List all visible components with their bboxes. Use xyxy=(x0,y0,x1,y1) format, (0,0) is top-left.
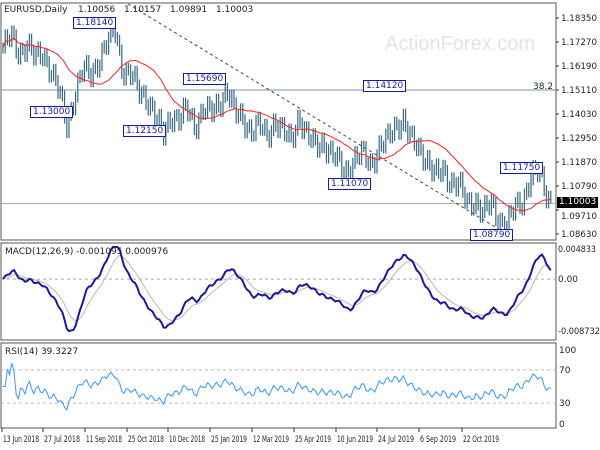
rsi-tick-label: 70 xyxy=(559,366,571,376)
rsi-title: RSI(14) 39.3227 xyxy=(5,347,78,357)
time-tick-label: 10 Dec 2018 xyxy=(169,435,205,445)
price-tick-label: 1.12950 xyxy=(561,134,597,144)
watermark: ActionForex.com xyxy=(385,33,535,55)
time-tick-label: 22 Oct 2019 xyxy=(463,435,499,445)
macd-title: MACD(12,26,9) -0.001095 0.000976 xyxy=(5,247,168,257)
price-tick-label: 1.14030 xyxy=(561,110,597,120)
annotation-low: 1.11070 xyxy=(328,178,372,190)
price-tick-label: 1.11870 xyxy=(561,158,597,168)
fib-label: 38.2 xyxy=(533,82,553,92)
price-tick-label: 1.16190 xyxy=(561,62,597,72)
macd-tick-label: 0.004833 xyxy=(558,245,596,255)
time-tick-label: 27 Jul 2018 xyxy=(44,435,80,445)
price-tick-label: 1.08630 xyxy=(561,230,597,240)
annotation-high: 1.11750 xyxy=(500,162,544,174)
trendline xyxy=(127,3,511,237)
annotation-high: 1.15690 xyxy=(183,73,227,85)
macd-line xyxy=(2,246,552,333)
symbol-title: EURUSD,Daily xyxy=(4,5,68,15)
time-tick-label: 25 Oct 2018 xyxy=(128,435,164,445)
rsi-tick-label: 100 xyxy=(559,346,576,356)
rsi-panel xyxy=(0,342,557,429)
ohlc-close: 1.10003 xyxy=(216,5,253,15)
rsi-tick-label: 30 xyxy=(559,399,571,409)
annotation-low: 1.08790 xyxy=(470,229,514,241)
price-tick-label: 1.09710 xyxy=(561,212,597,222)
annotation-low: 1.13000 xyxy=(30,106,74,118)
time-tick-label: 25 Jan 2019 xyxy=(211,435,247,445)
rsi-tick-label: 0 xyxy=(559,420,565,430)
annotation-low: 1.12150 xyxy=(123,125,167,137)
rsi-line xyxy=(3,362,551,412)
price-tick-label: 1.17270 xyxy=(561,38,597,48)
macd-panel xyxy=(0,242,557,341)
price-panel xyxy=(0,2,557,241)
price-tick-label: 1.15110 xyxy=(561,86,597,96)
ohlc-low: 1.09891 xyxy=(170,5,207,15)
macd-tick-label: -0.008732 xyxy=(558,327,600,337)
time-tick-label: 12 Mar 2019 xyxy=(253,435,289,445)
price-tick-label: 1.10790 xyxy=(561,182,597,192)
annotation-high: 1.18140 xyxy=(73,17,117,29)
macd-tick-label: 0.00 xyxy=(558,275,578,285)
current-price-tag: 1.10003 xyxy=(557,197,599,208)
time-tick-label: 11 Sep 2018 xyxy=(86,435,122,445)
ohlc-high: 1.10157 xyxy=(124,5,161,15)
time-tick-label: 13 Jun 2018 xyxy=(3,435,39,445)
macd-signal-line xyxy=(2,254,551,322)
sma-line xyxy=(2,37,551,212)
time-tick-label: 25 Apr 2019 xyxy=(295,435,331,445)
annotation-high: 1.14120 xyxy=(363,80,407,92)
time-tick-label: 10 Jun 2019 xyxy=(337,435,373,445)
price-tick-label: 1.18350 xyxy=(561,14,597,24)
time-tick-label: 24 Jul 2019 xyxy=(378,435,414,445)
ohlc-open: 1.10056 xyxy=(78,5,115,15)
time-tick-label: 6 Sep 2019 xyxy=(420,435,456,445)
